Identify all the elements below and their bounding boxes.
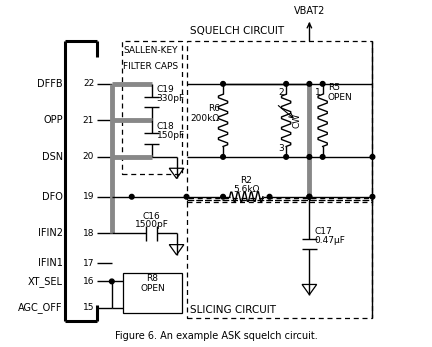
Text: 16: 16 <box>83 277 94 286</box>
Circle shape <box>284 82 289 86</box>
Circle shape <box>221 82 226 86</box>
Text: 18: 18 <box>83 229 94 238</box>
Text: 0.47μF: 0.47μF <box>314 236 345 245</box>
Text: 330pF: 330pF <box>157 94 185 103</box>
Text: R8: R8 <box>146 273 159 282</box>
Text: C16: C16 <box>143 212 161 221</box>
Circle shape <box>267 194 272 199</box>
Text: 21: 21 <box>83 116 94 125</box>
Bar <box>187 200 372 318</box>
Text: DFO: DFO <box>42 192 63 202</box>
Circle shape <box>130 194 134 199</box>
Text: 15: 15 <box>83 304 94 312</box>
Circle shape <box>109 279 114 284</box>
Text: SQUELCH CIRCUIT: SQUELCH CIRCUIT <box>190 26 284 36</box>
Circle shape <box>307 194 312 199</box>
Circle shape <box>307 194 312 199</box>
Circle shape <box>321 154 325 159</box>
Text: IFIN2: IFIN2 <box>38 228 63 238</box>
Text: OPEN: OPEN <box>327 93 353 102</box>
Circle shape <box>307 82 312 86</box>
Bar <box>124 273 181 313</box>
Text: C19: C19 <box>157 85 175 94</box>
Text: FILTER CAPS: FILTER CAPS <box>124 62 178 71</box>
Text: VBAT2: VBAT2 <box>294 6 325 16</box>
Circle shape <box>370 194 375 199</box>
Text: 3: 3 <box>278 144 284 153</box>
Text: IFIN1: IFIN1 <box>38 258 63 268</box>
Circle shape <box>284 154 289 159</box>
Text: R6: R6 <box>208 104 220 113</box>
Text: OPP: OPP <box>43 115 63 125</box>
Circle shape <box>221 154 226 159</box>
Text: 22: 22 <box>83 79 94 88</box>
Text: OPEN: OPEN <box>140 283 165 293</box>
Text: SALLEN-KEY: SALLEN-KEY <box>124 46 178 55</box>
Circle shape <box>184 194 189 199</box>
Text: 19: 19 <box>83 192 94 201</box>
Text: R5: R5 <box>327 83 340 92</box>
Circle shape <box>321 82 325 86</box>
Text: DFFB: DFFB <box>37 79 63 89</box>
Circle shape <box>370 154 375 159</box>
Text: DSN: DSN <box>41 152 63 162</box>
Bar <box>122 41 181 174</box>
Text: C17: C17 <box>314 227 332 236</box>
Text: 20: 20 <box>83 152 94 161</box>
Circle shape <box>307 154 312 159</box>
Text: R2: R2 <box>240 176 252 185</box>
Text: 150pF: 150pF <box>157 131 185 140</box>
Bar <box>187 198 372 202</box>
Text: C18: C18 <box>157 121 175 130</box>
Text: AGC_OFF: AGC_OFF <box>18 303 63 313</box>
Text: 17: 17 <box>83 259 94 268</box>
Circle shape <box>221 194 226 199</box>
Text: 1: 1 <box>315 88 321 97</box>
Text: SLICING CIRCUIT: SLICING CIRCUIT <box>190 305 276 315</box>
Text: CW: CW <box>293 113 302 128</box>
Text: 5.6kΩ: 5.6kΩ <box>233 185 260 194</box>
Text: Figure 6. An example ASK squelch circuit.: Figure 6. An example ASK squelch circuit… <box>115 331 318 341</box>
Text: 2: 2 <box>278 88 284 97</box>
Text: 200kΩ: 200kΩ <box>191 114 220 123</box>
Text: 1500pF: 1500pF <box>135 220 168 229</box>
Text: XT_SEL: XT_SEL <box>28 276 63 287</box>
Bar <box>187 41 372 200</box>
